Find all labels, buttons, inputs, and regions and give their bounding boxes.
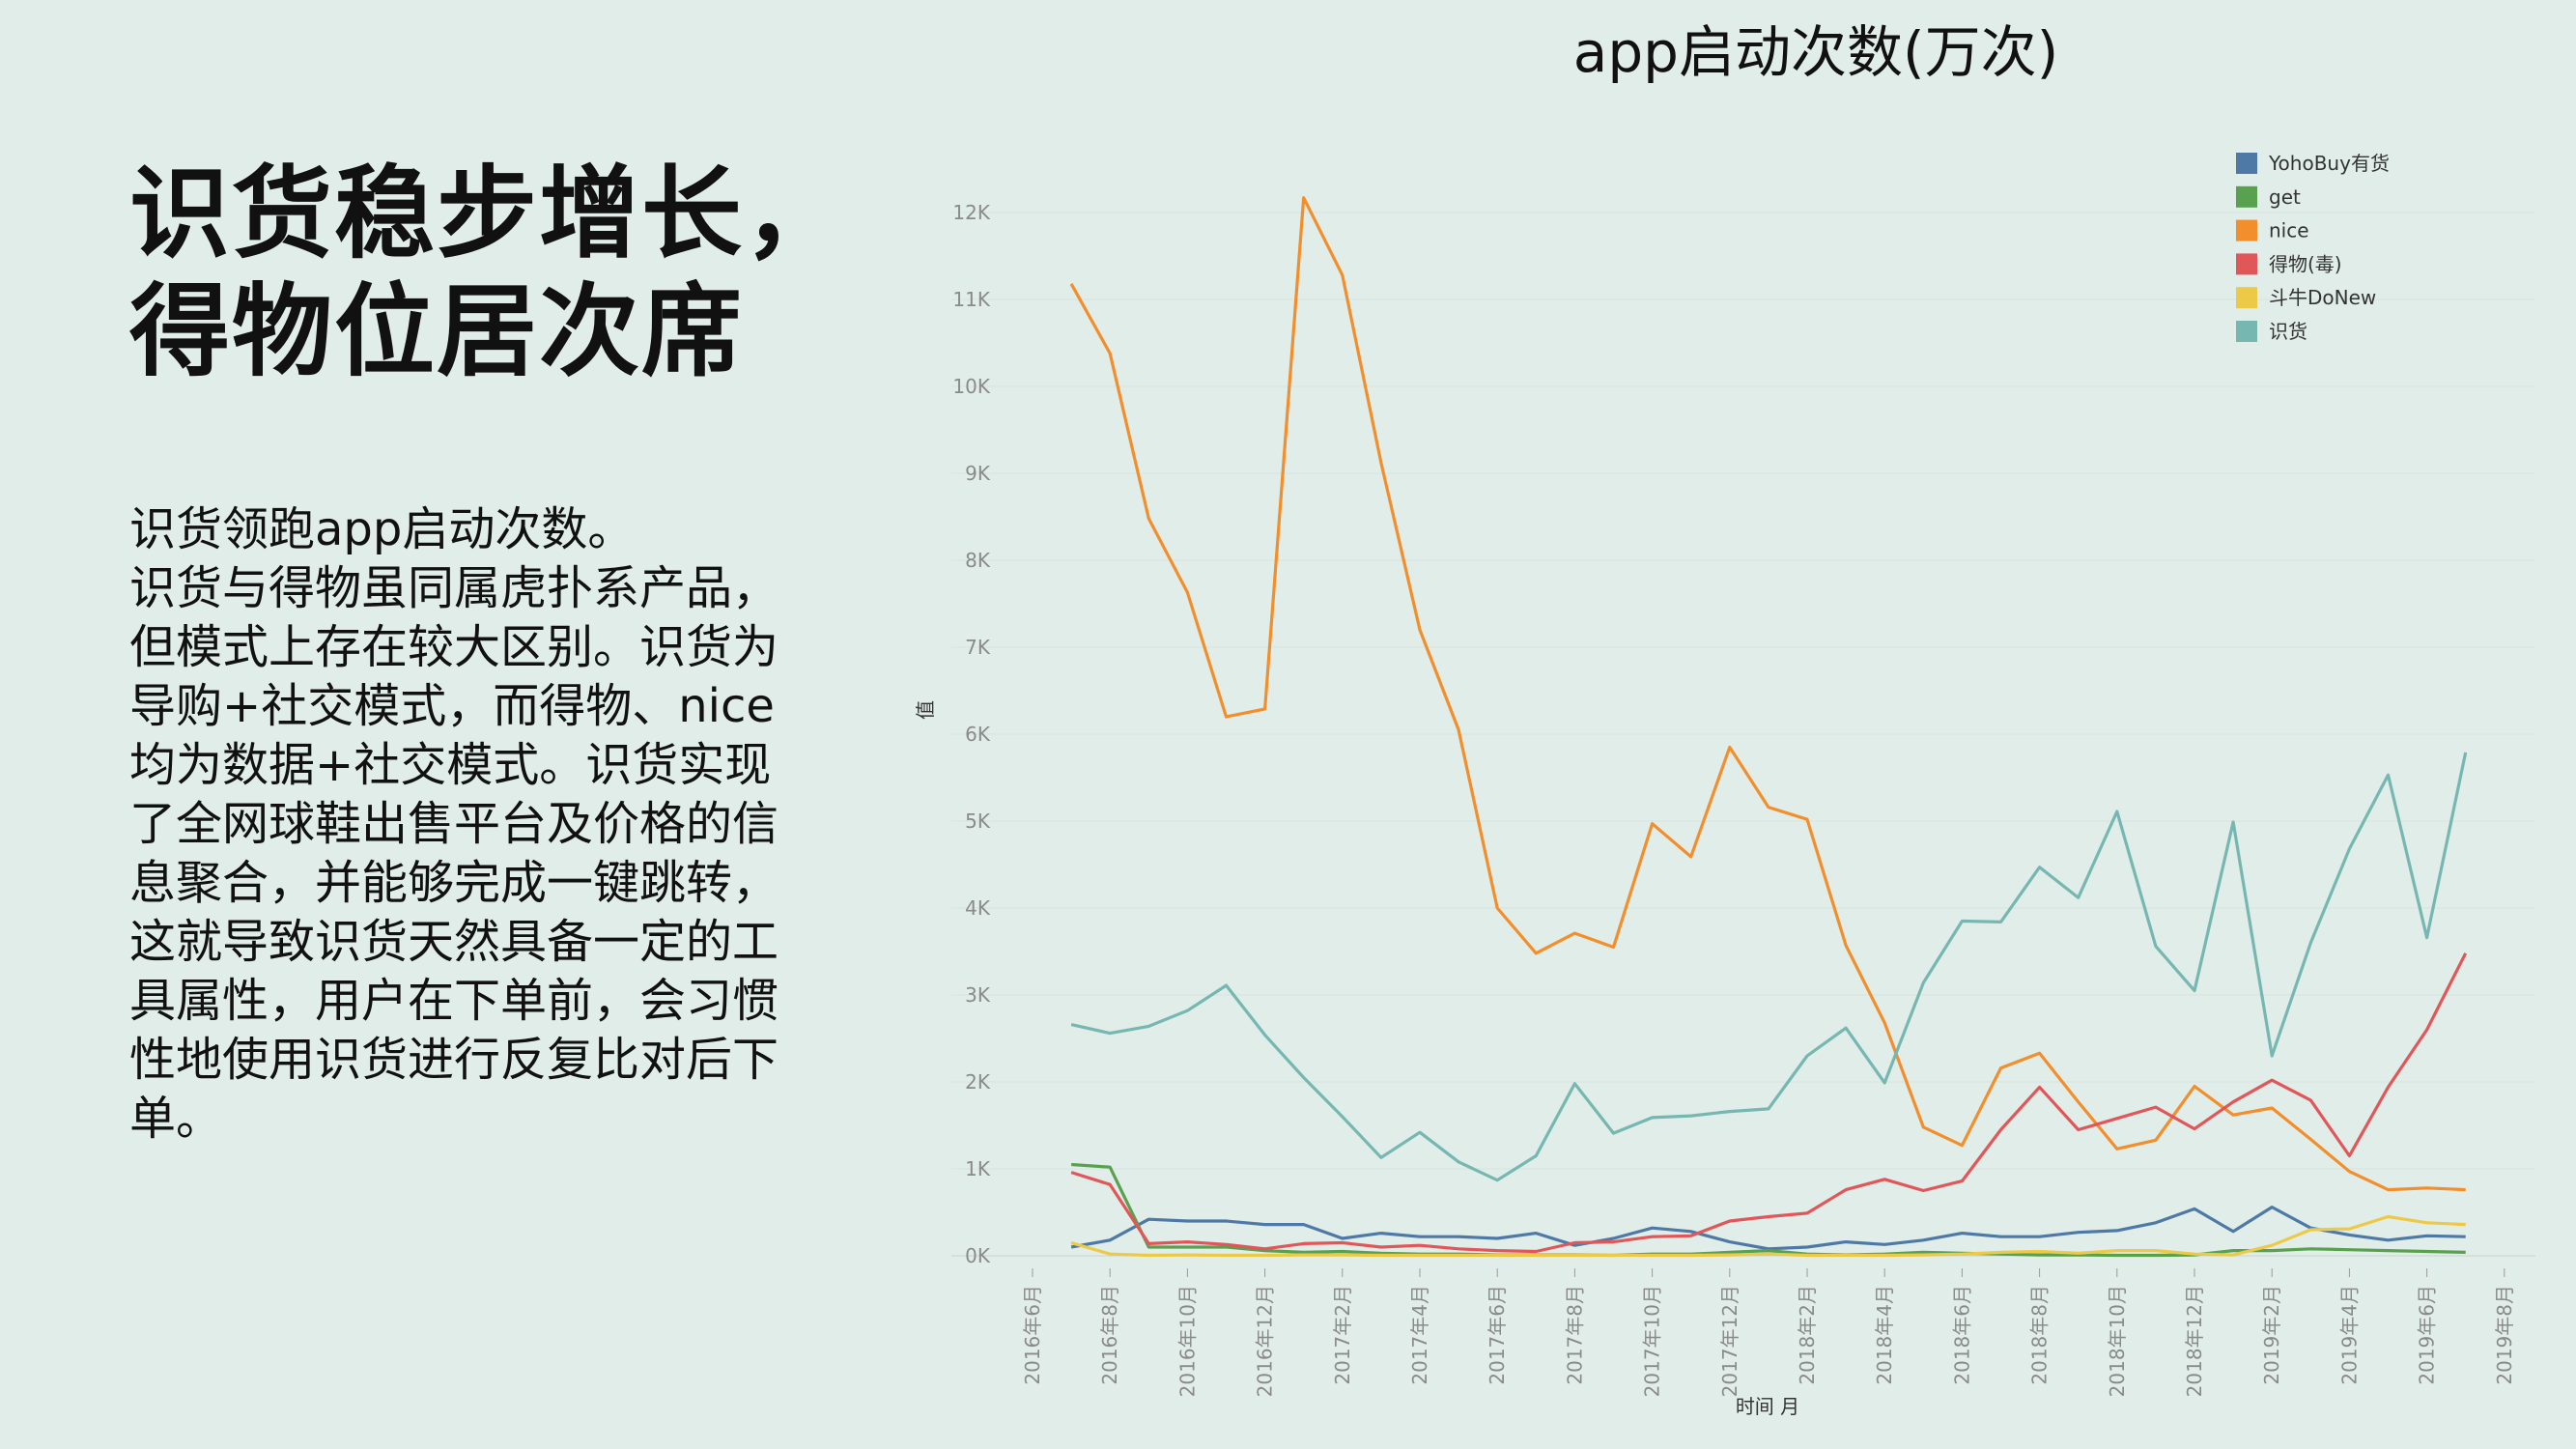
legend-swatch [2236, 185, 2257, 208]
x-tick-label: 2019年2月 [2260, 1285, 2283, 1385]
x-tick-label: 2018年10月 [2106, 1285, 2129, 1397]
body-line: 息聚合，并能够完成一键跳转， [129, 856, 779, 910]
y-tick-label: 12K [952, 201, 990, 224]
y-tick-label: 1K [965, 1157, 991, 1180]
body-line: 但模式上存在较大区别。识货为 [129, 620, 779, 674]
y-tick-label: 9K [965, 462, 991, 485]
x-tick-label: 2018年8月 [2028, 1285, 2052, 1385]
x-tick-label: 2017年4月 [1408, 1285, 1431, 1385]
series-line [1070, 752, 2468, 1182]
legend-swatch [2236, 321, 2257, 342]
x-tick-label: 2019年4月 [2337, 1285, 2361, 1385]
x-tick-label: 2016年12月 [1254, 1285, 1277, 1397]
legend-swatch [2236, 253, 2257, 275]
y-tick-label: 8K [965, 549, 991, 572]
body-line: 识货与得物虽同属虎扑系产品， [129, 561, 779, 615]
body-line: 性地使用识货进行反复比对后下 [129, 1033, 779, 1087]
chart-grid [951, 212, 2535, 1257]
series-lines [1069, 196, 2468, 1258]
x-tick-label: 2017年8月 [1563, 1285, 1586, 1385]
x-tick-label: 2017年12月 [1718, 1285, 1741, 1397]
series-line [1070, 1162, 2466, 1258]
x-tick-label: 2016年10月 [1175, 1285, 1199, 1397]
x-tick-label: 2019年6月 [2416, 1285, 2439, 1385]
x-tick-label: 2017年6月 [1486, 1285, 1509, 1385]
x-tick-label: 2018年12月 [2183, 1285, 2206, 1397]
legend-label: YohoBuy有货 [2268, 152, 2390, 175]
x-axis-ticks: 2016年6月 2016年8月 2016年10月 2016年12月 2017年2月 201… [1021, 1268, 2516, 1397]
x-tick-label: 2018年6月 [1950, 1285, 1973, 1385]
x-tick-label: 2016年6月 [1021, 1285, 1044, 1385]
body-line: 识货领跑app启动次数。 [129, 502, 635, 556]
x-tick-label: 2017年10月 [1641, 1285, 1664, 1397]
x-tick-label: 2018年4月 [1873, 1285, 1896, 1385]
legend-swatch [2236, 153, 2257, 174]
y-tick-label: 3K [965, 983, 991, 1007]
legend-label: 斗牛DoNew [2269, 286, 2376, 309]
series-line [1070, 952, 2468, 1254]
heading-line-2: 得物位居次席 [129, 272, 745, 390]
legend-label: get [2269, 185, 2301, 209]
body-line: 均为数据+社交模式。识货实现 [129, 738, 772, 792]
x-axis-label: 时间 月 [1736, 1395, 1799, 1418]
legend-label: nice [2269, 219, 2309, 242]
y-tick-label: 10K [952, 375, 990, 398]
series-line [1069, 196, 2466, 1192]
x-tick-label: 2016年8月 [1098, 1285, 1121, 1385]
y-tick-label: 7K [965, 636, 991, 659]
y-axis-label: 值 [914, 700, 937, 720]
page-heading: 识货稳步增长， 得物位居次席 [129, 155, 921, 390]
legend-swatch [2236, 287, 2257, 309]
y-tick-label: 11K [952, 288, 990, 311]
body-line: 了全网球鞋出售平台及价格的信 [129, 797, 779, 851]
y-axis-ticks: 0K 1K 2K 3K 4K 5K 6K 7K 8K 9K 10K 11K 12K [952, 201, 990, 1267]
series-line [1070, 1214, 2466, 1258]
y-tick-label: 5K [965, 810, 991, 833]
body-paragraph: 识货领跑app启动次数。 识货与得物虽同属虎扑系产品， 但模式上存在较大区别。识… [129, 500, 825, 1149]
legend-label: 识货 [2269, 320, 2307, 343]
legend-label: 得物(毒) [2269, 252, 2342, 275]
body-line: 单。 [129, 1092, 223, 1146]
y-tick-label: 6K [965, 723, 991, 746]
x-tick-label: 2017年2月 [1331, 1285, 1354, 1385]
body-line: 具属性，用户在下单前，会习惯 [129, 974, 779, 1028]
heading-line-1: 识货稳步增长， [129, 155, 847, 272]
y-tick-label: 0K [965, 1244, 991, 1267]
x-tick-label: 2019年8月 [2493, 1285, 2516, 1385]
legend-swatch [2236, 219, 2257, 242]
y-tick-label: 2K [965, 1070, 991, 1094]
series-line [1070, 1205, 2466, 1251]
chart-legend: YohoBuy有货 get nice 得物(毒) 斗牛DoNew 识货 [2236, 152, 2390, 343]
chart-title: app启动次数(万次) [1572, 19, 2059, 85]
body-line: 导购+社交模式，而得物、nice [129, 679, 775, 733]
x-tick-label: 2018年2月 [1796, 1285, 1819, 1385]
body-line: 这就导致识货天然具备一定的工 [129, 915, 779, 969]
y-tick-label: 4K [965, 896, 991, 920]
